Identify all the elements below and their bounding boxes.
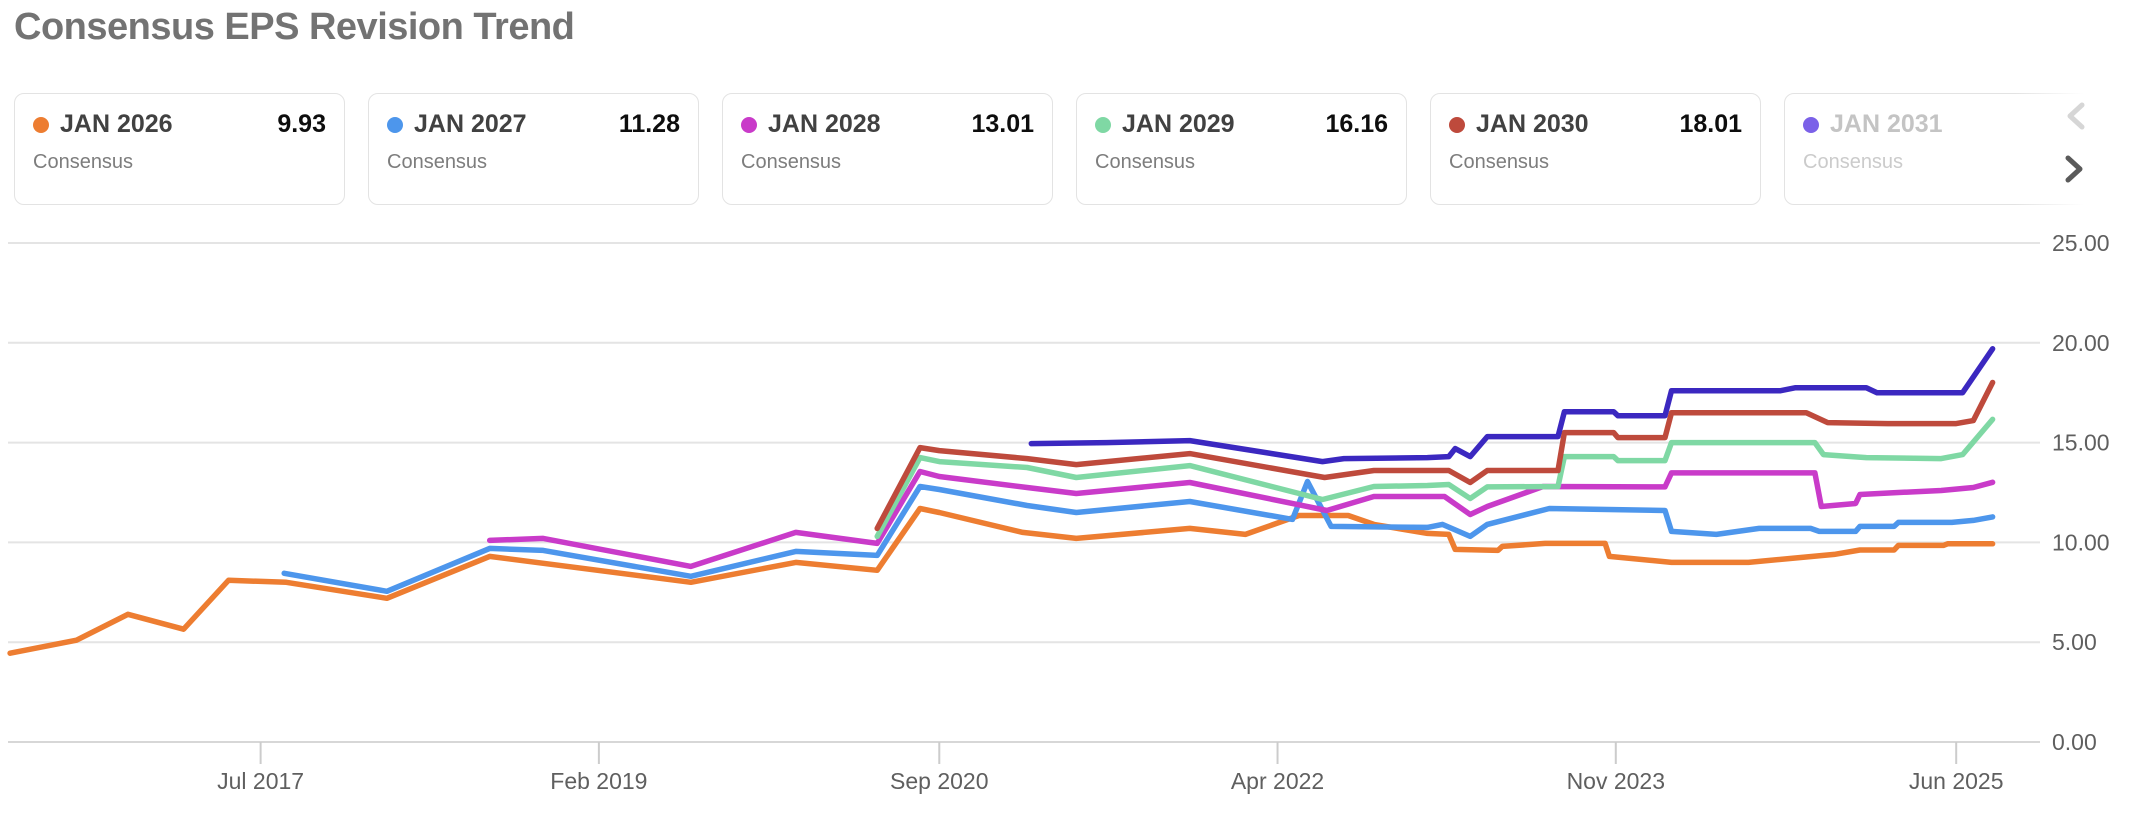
series-card-jan-2030[interactable]: JAN 2030 18.01 Consensus	[1430, 93, 1761, 205]
series-card-value: 9.93	[277, 110, 326, 138]
series-dot-jan-2027	[387, 116, 403, 133]
series-line-jan-2029-consensus	[874, 416, 1996, 540]
series-cards: JAN 2026 9.93 Consensus JAN 2027 11.28 Consen…	[0, 93, 2130, 207]
series-card-sublabel: Consensus	[1449, 151, 1550, 173]
x-tick-label-Jun 2025: Jun 2025	[1909, 768, 2004, 794]
series-dot-jan-2026	[33, 116, 49, 133]
page-title: Consensus EPS Revision Trend	[14, 6, 575, 48]
series-dot-jan-2031	[1803, 116, 1819, 133]
x-tick-label-Sep 2020: Sep 2020	[890, 768, 988, 794]
series-card-jan-2029[interactable]: JAN 2029 16.16 Consensus	[1076, 93, 1407, 205]
y-tick-label-15.00: 15.00	[2052, 430, 2110, 456]
x-tick-label-Jul 2017: Jul 2017	[217, 768, 304, 794]
series-card-label: JAN 2028	[768, 110, 881, 138]
next-button[interactable]	[2056, 151, 2092, 187]
series-card-value: 13.01	[971, 110, 1034, 138]
series-card-sublabel: Consensus	[33, 151, 134, 173]
y-tick-label-25.00: 25.00	[2052, 230, 2110, 256]
series-line-jan-2027-consensus	[281, 478, 1996, 595]
series-card-label: JAN 2029	[1122, 110, 1235, 138]
series-dot-jan-2029	[1095, 116, 1111, 133]
chevron-right-icon	[2065, 155, 2083, 183]
series-card-jan-2027[interactable]: JAN 2027 11.28 Consensus	[368, 93, 699, 205]
series-card-label: JAN 2031	[1830, 110, 1943, 138]
y-tick-label-5.00: 5.00	[2052, 629, 2097, 655]
series-card-sublabel: Consensus	[1095, 151, 1196, 173]
chevron-left-icon	[2067, 102, 2085, 130]
series-card-value: 16.16	[1325, 110, 1388, 138]
y-tick-label-0.00: 0.00	[2052, 729, 2097, 755]
series-dot-jan-2028	[741, 116, 757, 133]
series-card-jan-2026[interactable]: JAN 2026 9.93 Consensus	[14, 93, 345, 205]
series-card-value: 18.01	[1679, 110, 1742, 138]
series-line-jan-2026-consensus	[7, 505, 1996, 656]
series-card-sublabel: Consensus	[1803, 151, 1904, 173]
y-tick-label-10.00: 10.00	[2052, 529, 2110, 555]
series-card-jan-2028[interactable]: JAN 2028 13.01 Consensus	[722, 93, 1053, 205]
series-card-label: JAN 2026	[60, 110, 173, 138]
x-tick-label-Apr 2022: Apr 2022	[1231, 768, 1324, 794]
series-card-label: JAN 2030	[1476, 110, 1589, 138]
prev-button[interactable]	[2058, 98, 2094, 134]
series-card-label: JAN 2027	[414, 110, 527, 138]
x-tick-label-Feb 2019: Feb 2019	[550, 768, 647, 794]
series-card-sublabel: Consensus	[741, 151, 842, 173]
x-tick-label-Nov 2023: Nov 2023	[1567, 768, 1665, 794]
series-line-jan-2028-consensus	[486, 468, 1996, 570]
series-card-sublabel: Consensus	[387, 151, 488, 173]
series-line-jan-2030-consensus	[874, 379, 1996, 532]
series-card-value: 11.28	[618, 110, 680, 138]
series-dot-jan-2030	[1449, 116, 1465, 133]
y-tick-label-20.00: 20.00	[2052, 330, 2110, 356]
series-line-jan-2031-consensus	[1028, 346, 1996, 465]
